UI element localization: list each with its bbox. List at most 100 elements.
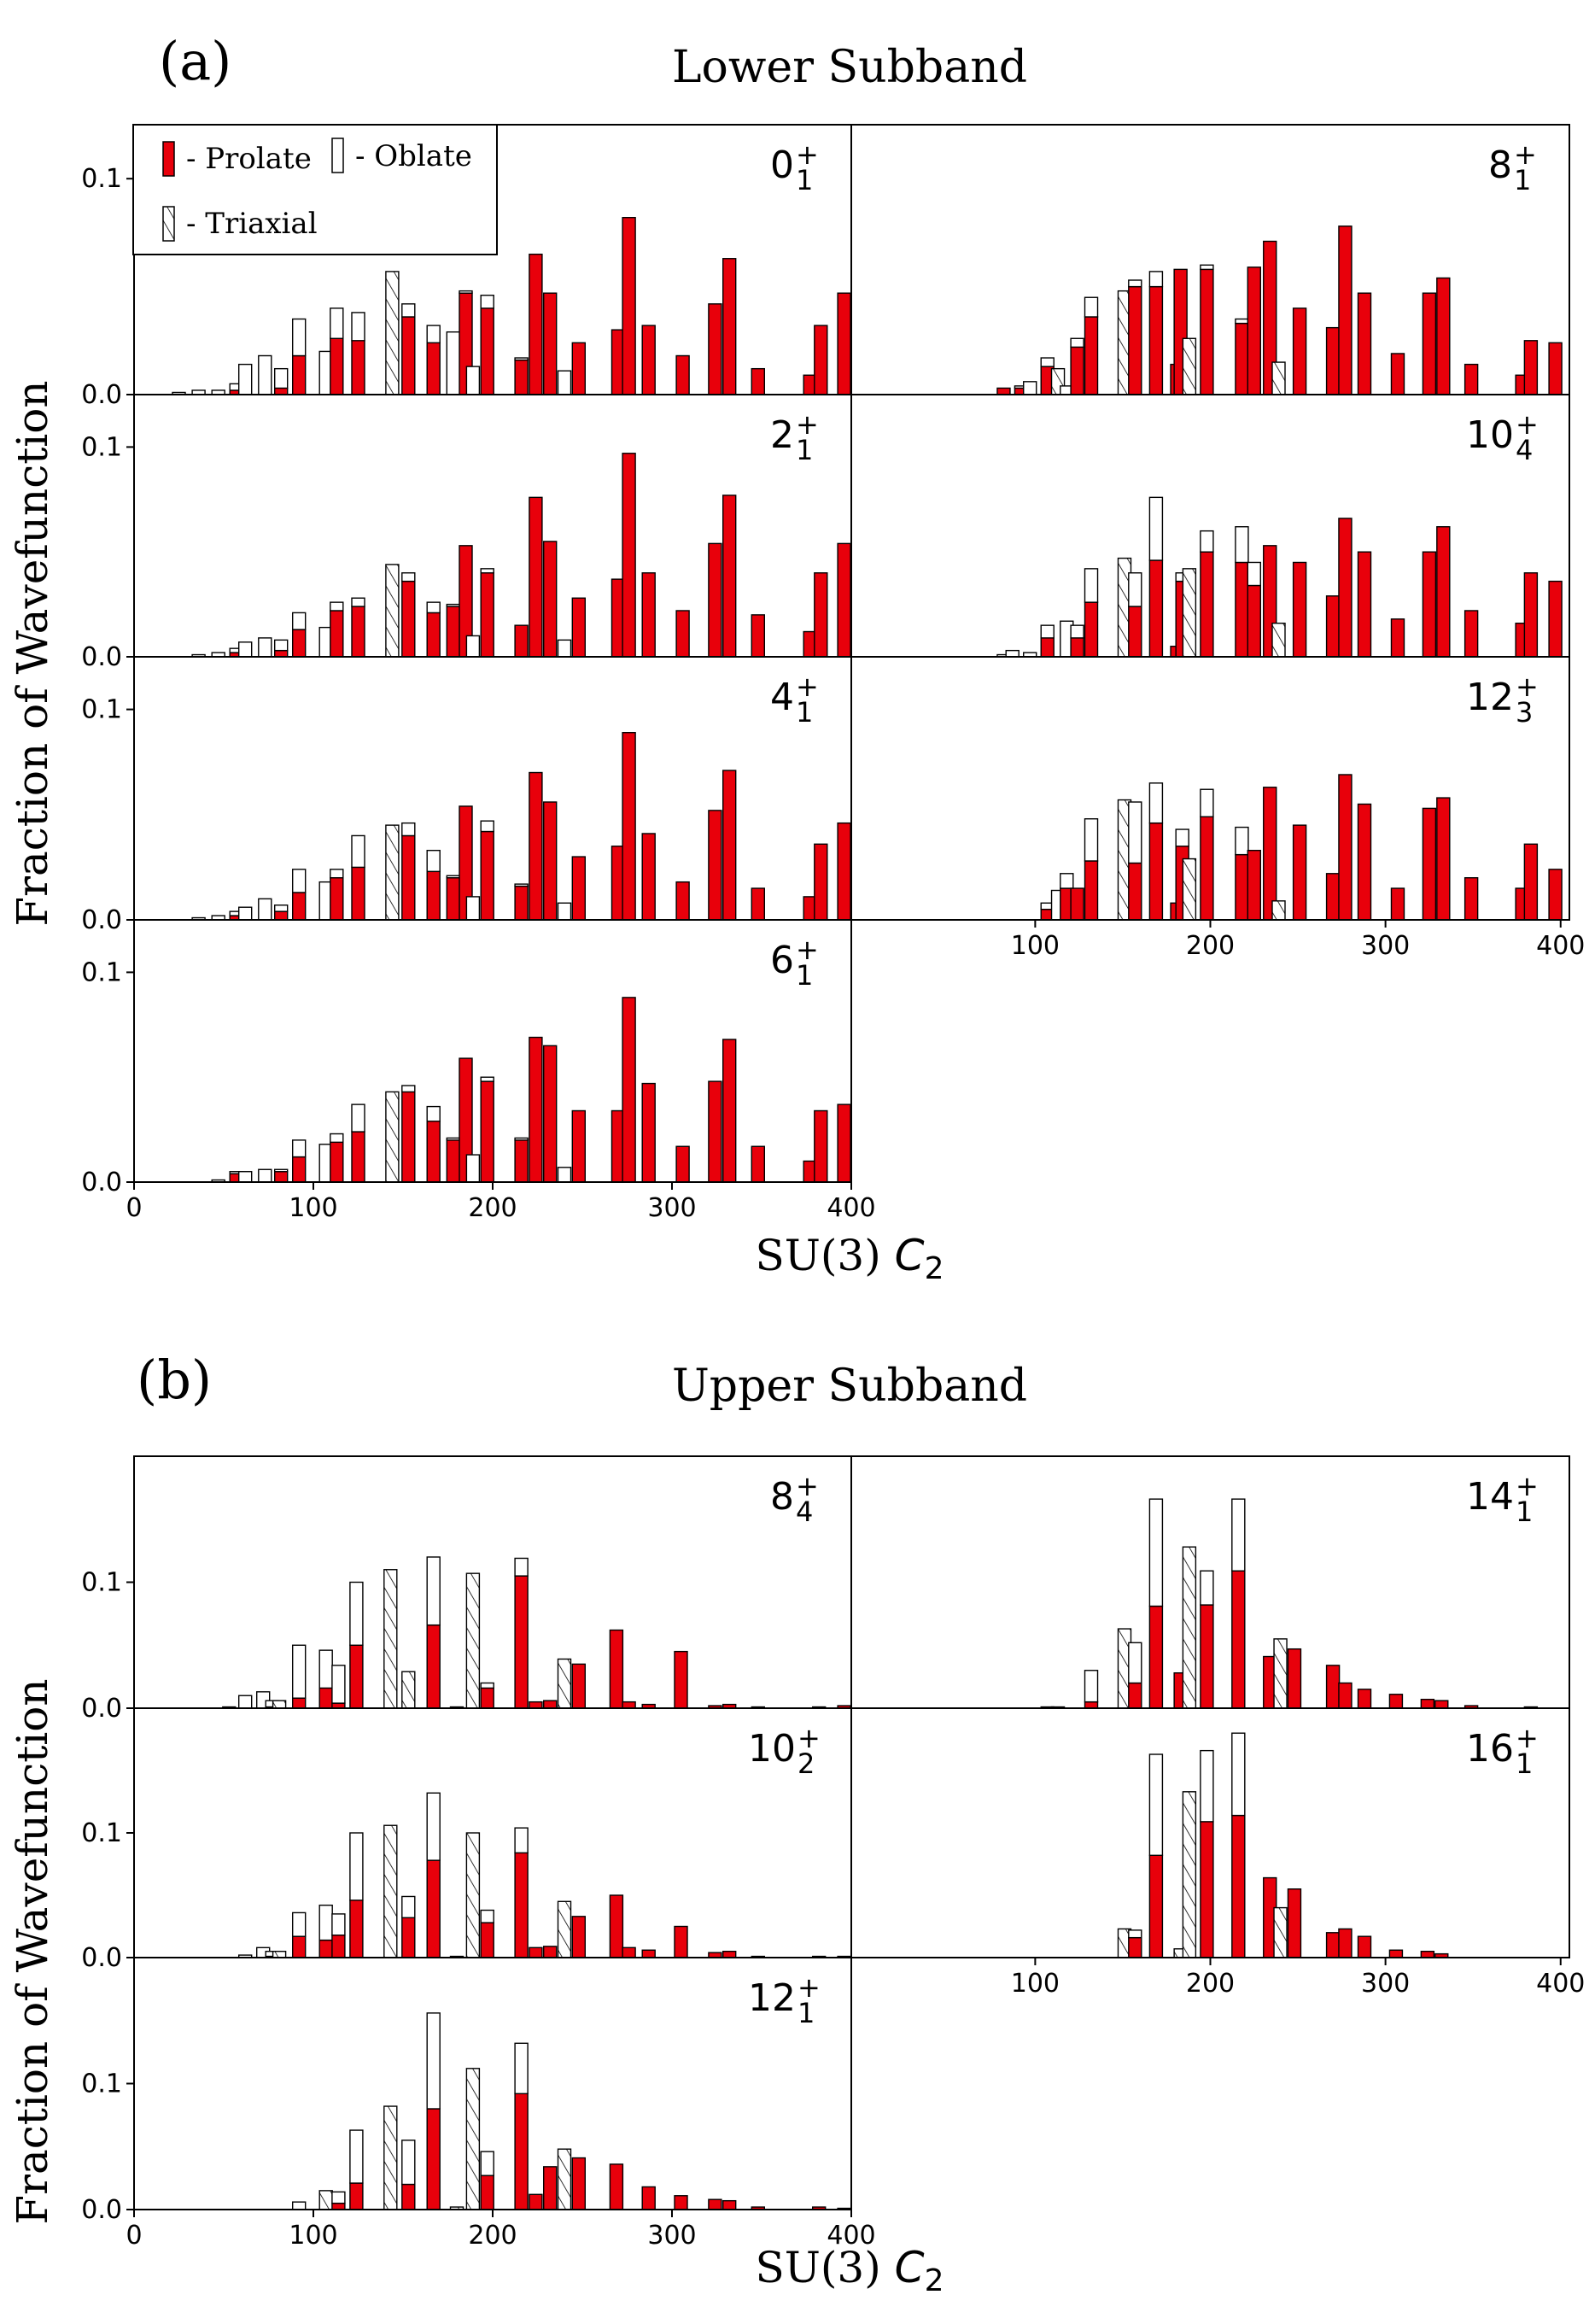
- panel-4-1p: 0.0 0.1 4 +1: [81, 656, 852, 935]
- bar-oblate-stack: [514, 2042, 529, 2095]
- state-label-sup: +: [796, 408, 819, 441]
- state-label: 10: [1466, 413, 1514, 457]
- bar-prolate: [751, 614, 765, 658]
- bar-oblate-stack: [1084, 568, 1099, 603]
- bar-oblate-stack: [292, 318, 307, 357]
- bar-triaxial: [318, 2190, 333, 2210]
- bar-oblate-stack: [514, 883, 529, 887]
- bar-oblate: [465, 1154, 481, 1183]
- bar-prolate: [641, 325, 656, 395]
- xlabel-upper-prefix: SU(3): [756, 2243, 895, 2292]
- state-label-sup: +: [796, 670, 819, 703]
- bar-oblate-stack: [426, 1792, 441, 1861]
- bar-prolate: [1436, 797, 1451, 921]
- panel-6-1p: 0.0 0.1 0 100 200 300 400 6 +1: [81, 919, 876, 1223]
- bar-prolate: [622, 453, 636, 658]
- bar-oblate-stack: [318, 1904, 333, 1941]
- bar-oblate: [557, 1167, 572, 1183]
- bar-oblate: [258, 898, 272, 921]
- bar-oblate-stack: [1084, 1670, 1099, 1703]
- bar-oblate-stack: [401, 2140, 416, 2186]
- bar-prolate: [837, 1103, 851, 1183]
- bar-oblate-stack: [331, 1913, 346, 1936]
- bar-oblate-stack: [292, 1911, 307, 1937]
- bar-prolate: [1070, 637, 1084, 658]
- bar-oblate-stack: [274, 367, 289, 389]
- bar-oblate-stack: [1128, 1929, 1142, 1939]
- state-label-sub: 1: [796, 959, 813, 992]
- y-tick-label: 0.1: [81, 164, 122, 194]
- state-label-sub: 1: [796, 696, 813, 729]
- x-tick-label: 200: [1186, 931, 1235, 961]
- bar-oblate-stack: [1200, 530, 1214, 553]
- bar-prolate: [1148, 285, 1164, 395]
- bar-prolate: [622, 997, 636, 1183]
- x-tick-label: 300: [1361, 931, 1410, 961]
- state-label: 8: [1488, 143, 1512, 187]
- bar-prolate: [641, 572, 656, 658]
- bar-prolate: [675, 610, 690, 658]
- bar-prolate: [480, 1922, 494, 1958]
- bar-prolate: [331, 2202, 346, 2210]
- y-tick-label: 0.0: [81, 1694, 122, 1724]
- bar-triaxial: [1182, 568, 1197, 658]
- bar-prolate: [1235, 561, 1249, 658]
- bar-prolate: [349, 1900, 364, 1958]
- bar-prolate: [722, 1039, 737, 1183]
- bar-prolate: [1388, 1694, 1404, 1709]
- bar-prolate: [480, 830, 494, 921]
- bar-prolate: [401, 2183, 416, 2210]
- x-tick-label: 100: [289, 2221, 337, 2251]
- panel-8-4p: 0.0 0.1 8 +4: [81, 1455, 852, 1724]
- state-label-sup: +: [796, 138, 819, 171]
- legend-swatch-prolate: [162, 141, 175, 177]
- bar-oblate-stack: [330, 1133, 344, 1144]
- bar-prolate: [722, 1950, 737, 1958]
- xlabel-upper-symbol: C: [895, 2243, 925, 2292]
- bar-oblate-stack: [330, 869, 344, 879]
- bar-prolate: [641, 1082, 656, 1183]
- bar-oblate-stack: [480, 1682, 494, 1689]
- bar-prolate: [292, 354, 307, 395]
- legend-swatch-oblate: [331, 138, 344, 173]
- bar-prolate: [292, 629, 307, 658]
- bar-prolate: [543, 1946, 558, 1958]
- bar-prolate: [330, 610, 344, 658]
- bar-prolate: [1357, 1689, 1372, 1709]
- bar-prolate: [708, 303, 722, 395]
- bar-oblate-stack: [426, 1105, 441, 1122]
- bar-prolate: [722, 770, 737, 921]
- bar-prolate: [480, 1080, 494, 1183]
- bar-prolate: [401, 834, 416, 921]
- state-label-sup: +: [1516, 1470, 1539, 1502]
- state-label: 16: [1466, 1727, 1514, 1771]
- bar-prolate: [292, 892, 307, 921]
- bar-prolate: [514, 885, 529, 921]
- bar-oblate-stack: [1040, 624, 1055, 639]
- bar-oblate: [258, 1168, 272, 1183]
- state-label-sup: +: [1516, 670, 1539, 703]
- bar-oblate-stack: [330, 307, 344, 339]
- bar-prolate: [351, 866, 365, 921]
- bar-oblate-stack: [401, 1085, 416, 1093]
- bar-prolate: [318, 1939, 333, 1958]
- bar-prolate: [675, 1145, 690, 1183]
- bar-prolate: [1148, 1854, 1164, 1958]
- bar-prolate: [426, 2108, 441, 2210]
- bar-prolate: [543, 541, 558, 658]
- bar-prolate: [814, 1109, 828, 1183]
- bar-oblate: [258, 354, 272, 395]
- bar-triaxial: [1271, 361, 1286, 395]
- bar-oblate-stack: [426, 325, 441, 344]
- x-tick-label: 0: [126, 2221, 142, 2251]
- bar-prolate: [1287, 1648, 1302, 1709]
- state-label-sub: 1: [1516, 1496, 1533, 1528]
- bar-prolate: [1338, 774, 1353, 921]
- y-tick-label: 0.1: [81, 2069, 122, 2099]
- x-tick-label: 0: [126, 1193, 142, 1223]
- bar-prolate: [401, 580, 416, 658]
- bar-prolate: [1084, 860, 1099, 921]
- y-tick-label: 0.1: [81, 432, 122, 462]
- x-tick-label: 100: [1011, 1969, 1060, 1999]
- bar-prolate: [1148, 559, 1164, 658]
